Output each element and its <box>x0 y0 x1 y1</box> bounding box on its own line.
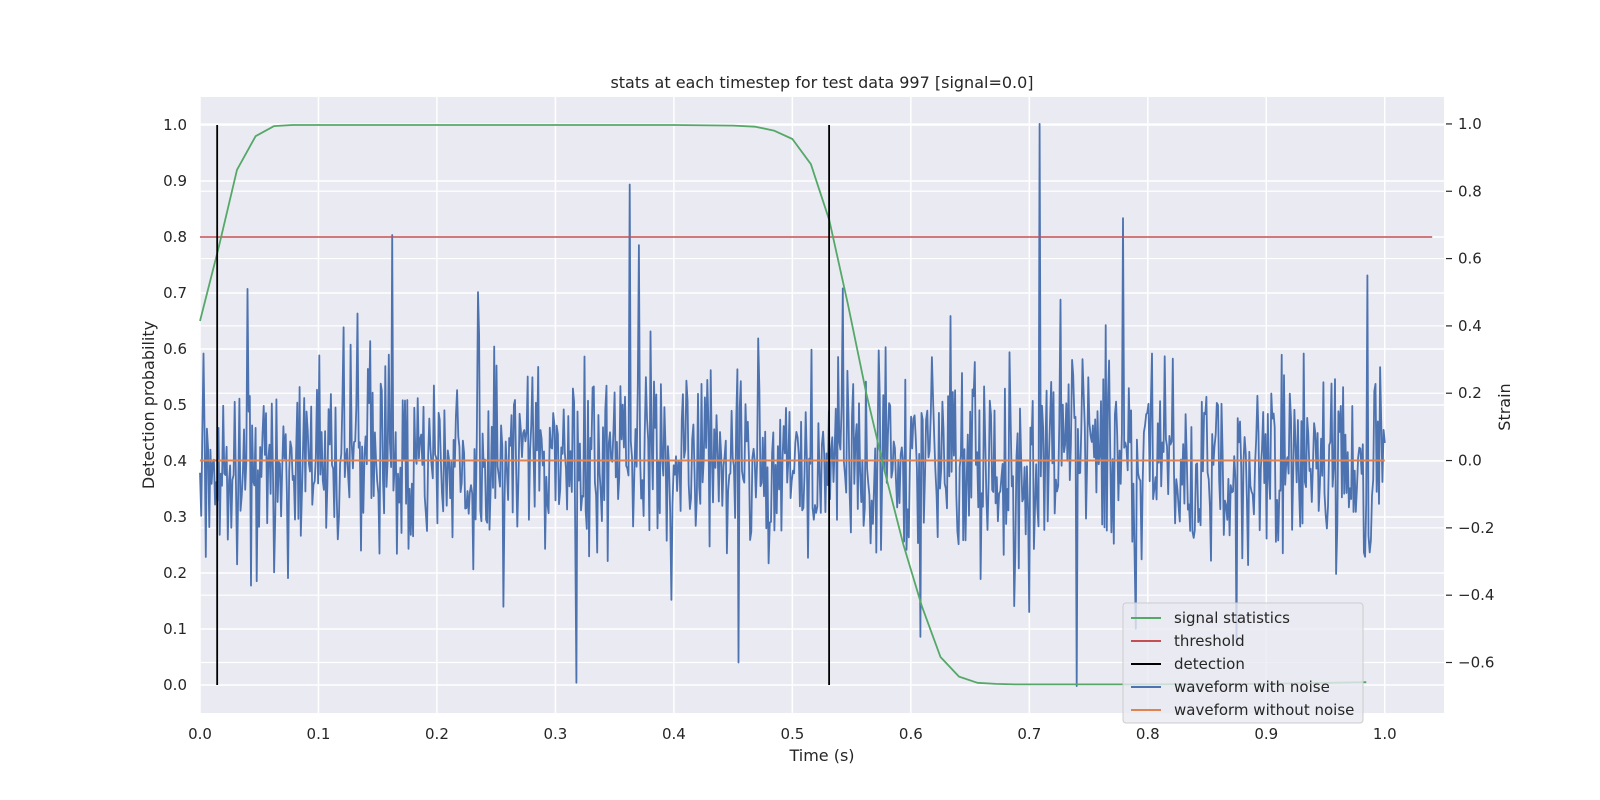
x-tick-label: 1.0 <box>1373 725 1397 743</box>
y2-axis-label: Strain <box>1495 383 1514 430</box>
y2-tick-label: 0.8 <box>1458 182 1482 200</box>
legend: signal statistics threshold detection wavef… <box>1122 602 1364 724</box>
y-axis-ticks: 0.0 0.1 0.2 0.3 0.4 0.5 0.6 0.7 0.8 0.9 1.0 <box>163 116 187 694</box>
x-tick-label: 0.3 <box>543 725 567 743</box>
legend-label: signal statistics <box>1174 609 1290 627</box>
legend-label: threshold <box>1174 632 1245 650</box>
legend-label: waveform without noise <box>1174 701 1354 719</box>
x-axis-ticks: 0.0 0.1 0.2 0.3 0.4 0.5 0.6 0.7 0.8 0.9 1.0 <box>188 725 1397 743</box>
chart-lines <box>199 123 1433 687</box>
legend-label: detection <box>1174 655 1245 673</box>
x-tick-label: 0.7 <box>1017 725 1041 743</box>
chart-title: stats at each timestep for test data 997… <box>610 73 1033 92</box>
y-tick-label: 1.0 <box>163 116 187 134</box>
x-tick-label: 0.9 <box>1254 725 1278 743</box>
y2-axis-ticks: −0.6 −0.4 −0.2 0.0 0.2 0.4 0.6 0.8 1.0 <box>1446 115 1494 672</box>
y2-tick-label: −0.4 <box>1458 586 1494 604</box>
legend-box <box>1122 602 1364 724</box>
legend-label: waveform with noise <box>1174 678 1330 696</box>
x-axis-label: Time (s) <box>788 746 854 765</box>
y-tick-label: 0.1 <box>163 620 187 638</box>
x-tick-label: 0.0 <box>188 725 212 743</box>
y-tick-label: 0.8 <box>163 228 187 246</box>
x-tick-label: 0.5 <box>780 725 804 743</box>
y-tick-label: 0.3 <box>163 508 187 526</box>
y-tick-label: 0.7 <box>163 284 187 302</box>
y2-tick-label: 0.4 <box>1458 317 1482 335</box>
y2-tick-label: 0.0 <box>1458 452 1482 470</box>
series-waveform-with-noise <box>199 123 1386 687</box>
y2-tick-label: 1.0 <box>1458 115 1482 133</box>
x-tick-label: 0.1 <box>307 725 331 743</box>
x-tick-label: 0.8 <box>1136 725 1160 743</box>
y2-tick-label: 0.6 <box>1458 250 1482 268</box>
y2-tick-label: 0.2 <box>1458 384 1482 402</box>
x-tick-label: 0.6 <box>899 725 923 743</box>
y-tick-label: 0.0 <box>163 676 187 694</box>
y2-tick-label: −0.6 <box>1458 654 1494 672</box>
y-tick-label: 0.9 <box>163 172 187 190</box>
x-tick-label: 0.4 <box>662 725 686 743</box>
y-tick-label: 0.2 <box>163 564 187 582</box>
series-signal-statistics <box>199 124 1367 686</box>
y-axis-label: Detection probability <box>139 321 158 489</box>
x-tick-label: 0.2 <box>425 725 449 743</box>
y-tick-label: 0.6 <box>163 340 187 358</box>
y-tick-label: 0.4 <box>163 452 187 470</box>
y-tick-label: 0.5 <box>163 396 187 414</box>
y2-tick-label: −0.2 <box>1458 519 1494 537</box>
